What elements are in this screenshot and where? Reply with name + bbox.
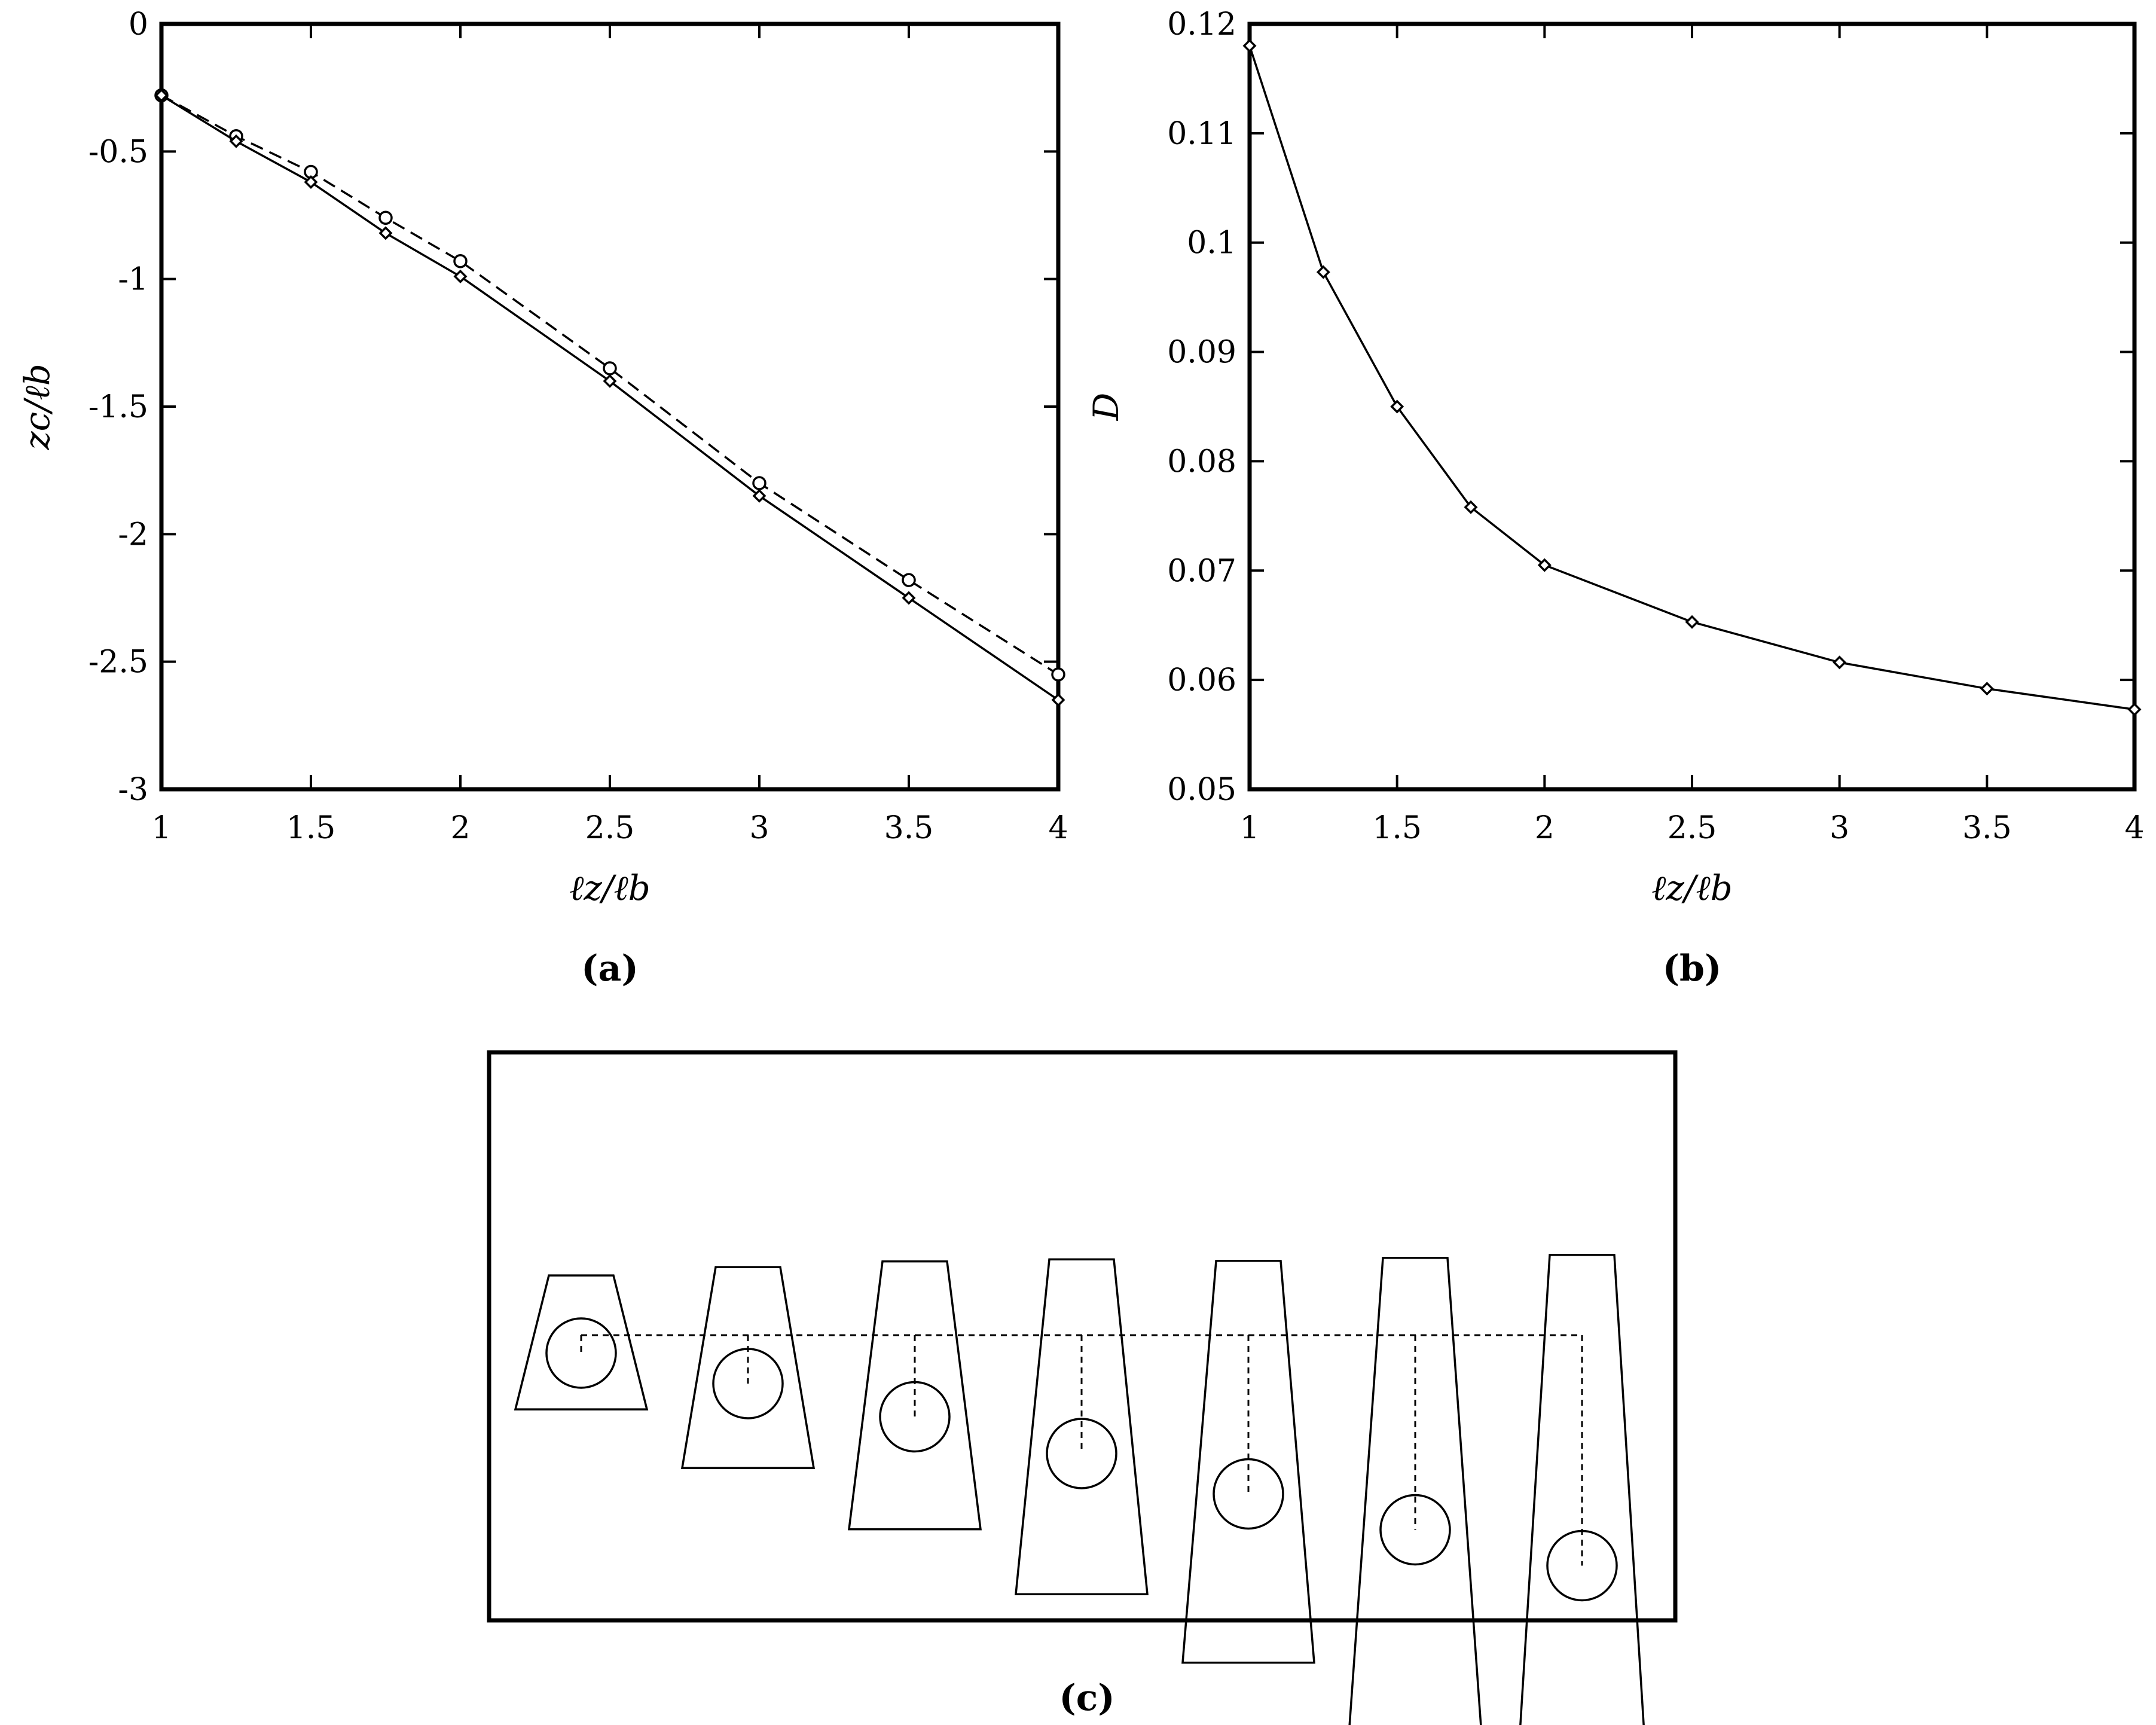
chart-b-ylabel: D — [1086, 393, 1126, 422]
chart-b-ytick-label: 0.11 — [1167, 116, 1236, 152]
chart-b-ytick-label: 0.06 — [1167, 662, 1236, 698]
chart-a-series-1-point — [1051, 693, 1065, 707]
chart-b-series-0-point — [1685, 615, 1699, 629]
chart-a-xtick-label: 1 — [151, 810, 171, 846]
chart-b-frame — [1247, 22, 2137, 792]
chart-a-series-0-point — [453, 254, 468, 268]
chart-a-xtick-label: 3.5 — [884, 810, 934, 846]
diagram-c-frame — [487, 1050, 1678, 1623]
chart-a-series-1-point — [229, 134, 243, 148]
chart-a-series-0-point — [902, 573, 916, 587]
chart-a: 1 1.5 2 2.5 3 3.5 4 0 -0.5 -1 -1.5 -2 -2.5 -3 ℓz/ℓb z… — [17, 7, 1068, 990]
shape-outline — [514, 1274, 649, 1410]
shape-outline — [680, 1266, 816, 1469]
chart-a-ytick-label: -0.5 — [88, 134, 148, 170]
chart-b-xtick-label: 4 — [2124, 810, 2144, 846]
shape-outline — [1181, 1259, 1315, 1664]
chart-a-series-1-point — [752, 489, 766, 503]
chart-a-series-0-line — [161, 94, 1059, 676]
chart-a-series-0-point — [603, 361, 617, 375]
chart-a-series-0-point — [752, 476, 766, 490]
chart-a-xtick-label: 2 — [450, 810, 470, 846]
chart-a-ytick-label: -2.5 — [88, 645, 148, 680]
shape-outline — [848, 1260, 982, 1531]
chart-a-ytick-label: -2 — [118, 517, 148, 552]
panel-label-b: (b) — [1663, 948, 1722, 990]
chart-a-xtick-label: 2.5 — [585, 810, 635, 846]
chart-b-ytick-label: 0.08 — [1167, 444, 1236, 480]
chart-b-series-0-point — [1537, 558, 1552, 572]
chart-a-series-1-point — [603, 374, 617, 388]
chart-a-series-0-point — [1051, 667, 1065, 682]
panel-label-a: (a) — [581, 948, 639, 990]
chart-a-ytick-label: -1 — [118, 262, 148, 298]
shape-circle — [1046, 1418, 1117, 1489]
chart-a-series-1-line — [161, 94, 1059, 701]
shape-circle — [545, 1317, 617, 1389]
chart-a-ylabel: zc/ℓb — [17, 364, 57, 450]
shape-outline — [1348, 1257, 1482, 1725]
chart-b-series-0-line — [1248, 45, 2135, 711]
chart-a-xtick-label: 1.5 — [286, 810, 336, 846]
chart-b: 1 1.5 2 2.5 3 3.5 4 0.12 0.11 0.1 0.09 0.08 0.07 0.06… — [1086, 7, 2145, 990]
chart-b-xlabel: ℓz/ℓb — [1651, 868, 1733, 908]
panel-label-c: (c) — [1059, 1677, 1114, 1719]
chart-b-series-0-point — [1980, 682, 1994, 696]
chart-b-series-0-point — [1390, 399, 1404, 414]
chart-b-xtick-label: 3.5 — [1962, 810, 2012, 846]
chart-a-ytick-label: -1.5 — [88, 389, 148, 425]
chart-b-xtick-label: 1.5 — [1372, 810, 1422, 846]
chart-b-xtick-label: 2 — [1535, 810, 1555, 846]
shape-outline — [1519, 1254, 1645, 1725]
chart-b-xtick-label: 2.5 — [1668, 810, 1717, 846]
chart-a-frame — [159, 22, 1061, 792]
shape-outline — [1015, 1258, 1149, 1595]
chart-b-xtick-label: 1 — [1239, 810, 1259, 846]
chart-b-ytick-label: 0.09 — [1167, 335, 1236, 371]
chart-a-series-1-point — [304, 175, 318, 190]
chart-a-xlabel: ℓz/ℓb — [569, 868, 651, 908]
shape-circle — [1379, 1494, 1451, 1566]
chart-b-series-0-point — [1316, 265, 1330, 279]
diagram-c: (c) — [487, 1050, 1678, 1725]
chart-b-ytick-label: 0.05 — [1167, 772, 1236, 808]
chart-b-ytick-label: 0.1 — [1187, 225, 1236, 261]
chart-a-series-1-point — [453, 269, 468, 283]
chart-a-xtick-label: 4 — [1048, 810, 1068, 846]
chart-b-ytick-label: 0.12 — [1167, 7, 1236, 42]
chart-b-series-0-point — [1833, 655, 1847, 670]
chart-b-ytick-label: 0.07 — [1167, 553, 1236, 589]
chart-a-series-0-point — [378, 210, 393, 225]
chart-b-series-0-point — [2127, 703, 2142, 716]
chart-b-series-0-point — [1242, 39, 1257, 53]
chart-a-ytick-label: -3 — [118, 772, 148, 808]
chart-a-series-1-point — [154, 88, 169, 102]
chart-b-xtick-label: 3 — [1830, 810, 1849, 846]
chart-a-ytick-label: 0 — [129, 7, 148, 42]
chart-a-series-1-point — [902, 591, 916, 605]
chart-a-series-1-point — [378, 226, 393, 240]
chart-b-series-0-point — [1464, 500, 1478, 514]
chart-a-xtick-label: 3 — [749, 810, 769, 846]
